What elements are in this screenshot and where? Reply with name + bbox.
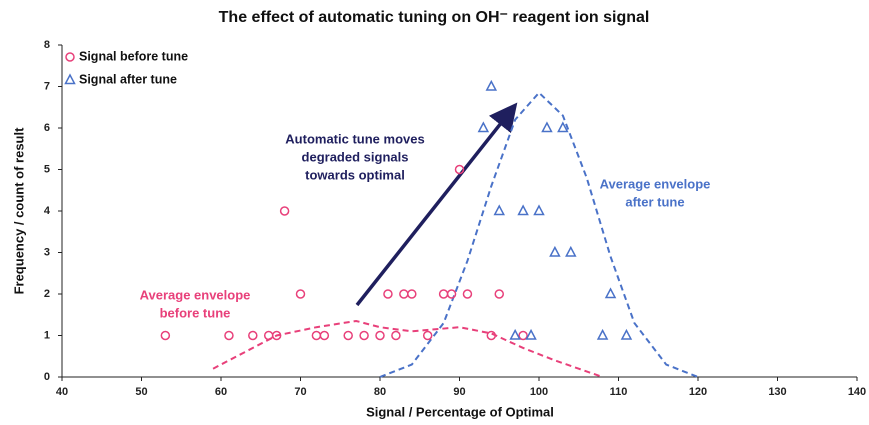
data-point bbox=[359, 330, 369, 341]
x-tick-label: 120 bbox=[689, 386, 707, 398]
x-tick-label: 80 bbox=[374, 386, 386, 398]
y-axis-label: Frequency / count of result bbox=[11, 127, 26, 295]
annotation: towards optimal bbox=[305, 167, 405, 182]
data-point bbox=[383, 289, 393, 299]
data-point bbox=[620, 328, 633, 340]
envelope-line bbox=[379, 91, 699, 378]
data-point bbox=[311, 330, 322, 341]
data-point bbox=[533, 204, 545, 216]
x-axis-label: Signal / Percentage of Optimal bbox=[366, 404, 554, 419]
y-tick-label: 0 bbox=[44, 371, 50, 383]
data-point bbox=[454, 164, 465, 175]
data-point bbox=[509, 328, 521, 340]
data-point bbox=[486, 330, 497, 341]
data-point bbox=[399, 289, 409, 299]
legend-label: Signal after tune bbox=[79, 72, 177, 86]
data-point bbox=[295, 289, 306, 299]
legend-label: Signal before tune bbox=[79, 49, 188, 63]
data-point bbox=[462, 289, 473, 299]
annotation: degraded signals bbox=[302, 149, 409, 164]
x-tick-label: 110 bbox=[610, 386, 628, 398]
y-tick-label: 8 bbox=[44, 39, 50, 51]
legend-marker bbox=[65, 52, 75, 62]
data-point bbox=[422, 330, 433, 341]
x-tick-label: 140 bbox=[848, 386, 866, 398]
x-tick-label: 90 bbox=[453, 386, 465, 398]
data-point bbox=[525, 328, 537, 340]
data-point bbox=[271, 330, 282, 341]
data-point bbox=[375, 330, 385, 341]
data-point bbox=[604, 287, 617, 299]
data-point bbox=[518, 330, 528, 341]
data-point bbox=[160, 330, 171, 341]
x-tick-label: 100 bbox=[530, 386, 548, 398]
data-point bbox=[319, 330, 330, 341]
data-point bbox=[391, 330, 401, 341]
data-point bbox=[494, 289, 504, 299]
data-point bbox=[596, 328, 609, 340]
data-point bbox=[438, 289, 449, 299]
data-point bbox=[485, 79, 498, 91]
y-tick-label: 6 bbox=[44, 122, 50, 134]
annotation: before tune bbox=[160, 305, 231, 320]
y-tick-label: 2 bbox=[44, 288, 50, 300]
y-tick-label: 4 bbox=[44, 205, 51, 217]
annotation: Average envelope bbox=[600, 176, 711, 191]
data-point bbox=[263, 330, 274, 341]
x-tick-label: 50 bbox=[135, 386, 147, 398]
data-point bbox=[517, 204, 529, 216]
legend-marker bbox=[64, 73, 76, 85]
arrow bbox=[355, 102, 518, 307]
data-point bbox=[493, 204, 505, 216]
data-point bbox=[224, 330, 234, 341]
x-tick-label: 40 bbox=[56, 386, 68, 398]
data-point bbox=[248, 330, 258, 341]
x-tick-label: 130 bbox=[768, 386, 786, 398]
data-point bbox=[541, 121, 553, 133]
annotation: after tune bbox=[625, 194, 684, 209]
data-point bbox=[549, 245, 561, 257]
annotation: Automatic tune moves bbox=[285, 131, 424, 146]
x-tick-label: 70 bbox=[294, 386, 306, 398]
data-point bbox=[557, 121, 569, 133]
data-point bbox=[407, 289, 417, 299]
annotation: Average envelope bbox=[140, 287, 251, 302]
y-tick-label: 7 bbox=[44, 80, 50, 92]
data-point bbox=[279, 206, 290, 216]
y-tick-label: 1 bbox=[44, 329, 50, 341]
chart-title: The effect of automatic tuning on OH⁻ re… bbox=[219, 9, 650, 26]
x-tick-label: 60 bbox=[215, 386, 227, 398]
envelope-line bbox=[212, 319, 603, 378]
data-point bbox=[446, 289, 457, 299]
data-point bbox=[477, 121, 490, 133]
y-tick-label: 3 bbox=[44, 246, 50, 258]
data-point bbox=[343, 330, 353, 341]
y-tick-label: 5 bbox=[44, 163, 50, 175]
data-point bbox=[565, 245, 577, 257]
